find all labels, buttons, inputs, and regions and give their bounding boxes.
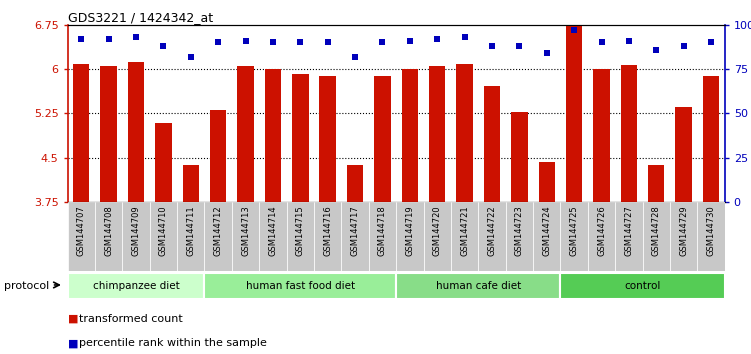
Bar — [319, 76, 336, 202]
Text: GSM144710: GSM144710 — [159, 205, 168, 256]
Text: GDS3221 / 1424342_at: GDS3221 / 1424342_at — [68, 11, 213, 24]
Bar — [347, 165, 363, 202]
Bar — [177, 202, 204, 271]
Bar — [620, 65, 637, 202]
Text: GSM144720: GSM144720 — [433, 205, 442, 256]
Bar — [698, 202, 725, 271]
Bar — [429, 66, 445, 202]
Text: GSM144715: GSM144715 — [296, 205, 305, 256]
Text: GSM144730: GSM144730 — [707, 205, 716, 256]
Bar — [122, 202, 149, 271]
Bar — [648, 165, 665, 202]
Bar — [397, 273, 560, 299]
Bar — [451, 202, 478, 271]
Bar — [369, 202, 397, 271]
Bar — [95, 202, 122, 271]
Bar — [292, 74, 309, 202]
Bar — [615, 202, 643, 271]
Bar — [457, 64, 473, 202]
Bar — [505, 202, 533, 271]
Bar — [643, 202, 670, 271]
Text: GSM144713: GSM144713 — [241, 205, 250, 256]
Bar — [210, 110, 226, 202]
Bar — [204, 273, 397, 299]
Bar — [73, 64, 89, 202]
Bar — [374, 76, 391, 202]
Text: GSM144728: GSM144728 — [652, 205, 661, 256]
Bar — [287, 202, 314, 271]
Bar — [182, 165, 199, 202]
Bar — [149, 202, 177, 271]
Bar — [342, 202, 369, 271]
Bar — [314, 202, 342, 271]
Bar — [265, 69, 281, 202]
Bar — [588, 202, 615, 271]
Text: GSM144725: GSM144725 — [569, 205, 578, 256]
Bar — [675, 107, 692, 202]
Text: GSM144723: GSM144723 — [515, 205, 524, 256]
Bar — [484, 86, 500, 202]
Bar — [593, 69, 610, 202]
Bar — [560, 273, 725, 299]
Bar — [703, 76, 719, 202]
Bar — [237, 66, 254, 202]
Bar — [155, 123, 172, 202]
Bar — [533, 202, 560, 271]
Text: GSM144714: GSM144714 — [268, 205, 277, 256]
Bar — [566, 25, 582, 202]
Bar — [424, 202, 451, 271]
Bar — [511, 112, 527, 202]
Text: GSM144719: GSM144719 — [406, 205, 415, 256]
Text: GSM144711: GSM144711 — [186, 205, 195, 256]
Text: GSM144722: GSM144722 — [487, 205, 496, 256]
Bar — [259, 202, 287, 271]
Bar — [204, 202, 232, 271]
Bar — [128, 62, 144, 202]
Text: GSM144718: GSM144718 — [378, 205, 387, 256]
Bar — [538, 162, 555, 202]
Bar — [101, 66, 117, 202]
Bar — [478, 202, 505, 271]
Text: GSM144709: GSM144709 — [131, 205, 140, 256]
Text: GSM144712: GSM144712 — [214, 205, 223, 256]
Text: GSM144721: GSM144721 — [460, 205, 469, 256]
Text: GSM144707: GSM144707 — [77, 205, 86, 256]
Text: GSM144729: GSM144729 — [679, 205, 688, 256]
Bar — [670, 202, 698, 271]
Bar — [68, 202, 95, 271]
Bar — [560, 202, 588, 271]
Text: GSM144726: GSM144726 — [597, 205, 606, 256]
Bar — [232, 202, 259, 271]
Text: transformed count: transformed count — [79, 314, 182, 324]
Text: GSM144716: GSM144716 — [323, 205, 332, 256]
Text: control: control — [624, 281, 661, 291]
Text: GSM144724: GSM144724 — [542, 205, 551, 256]
Text: ■: ■ — [68, 314, 78, 324]
Bar — [397, 202, 424, 271]
Text: GSM144717: GSM144717 — [351, 205, 360, 256]
Text: human fast food diet: human fast food diet — [246, 281, 355, 291]
Bar — [68, 273, 204, 299]
Text: chimpanzee diet: chimpanzee diet — [92, 281, 179, 291]
Text: GSM144727: GSM144727 — [624, 205, 633, 256]
Text: human cafe diet: human cafe diet — [436, 281, 521, 291]
Text: percentile rank within the sample: percentile rank within the sample — [79, 338, 267, 348]
Text: ■: ■ — [68, 338, 78, 348]
Bar — [402, 69, 418, 202]
Text: protocol: protocol — [4, 281, 49, 291]
Text: GSM144708: GSM144708 — [104, 205, 113, 256]
